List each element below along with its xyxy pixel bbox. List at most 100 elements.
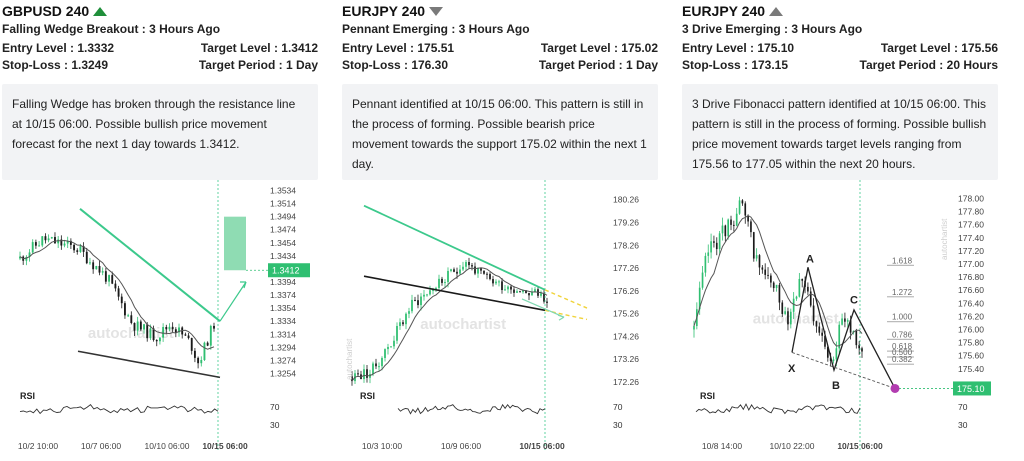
candle-body <box>381 357 383 367</box>
y-tick-label: 176.60 <box>958 285 984 295</box>
candle-body <box>741 200 744 204</box>
card-title-row: EURJPY 240 <box>342 2 444 20</box>
fib-level-label: 0.382 <box>892 355 913 364</box>
candle-body <box>792 298 795 312</box>
candle-body <box>213 325 215 329</box>
candle-body <box>133 322 136 331</box>
pattern-card-eurjpy-3drive[interactable]: EURJPY 240 3 Drive Emerging : 3 Hours Ag… <box>682 0 1000 461</box>
entry-price-label: 175.10 <box>957 384 985 394</box>
pattern-subtitle: Falling Wedge Breakout : 3 Hours Ago <box>2 22 221 36</box>
candle-body <box>778 284 781 303</box>
x-tick-label: 10/2 10:00 <box>18 441 58 451</box>
fib-level-label: 1.272 <box>892 288 913 297</box>
candle-body <box>193 350 196 358</box>
pattern-point-c: C <box>850 294 858 306</box>
candle-body <box>522 290 524 293</box>
candle-body <box>807 286 809 292</box>
y-tick-label: 175.40 <box>958 364 984 374</box>
candle-body <box>165 327 168 330</box>
candle-body <box>724 225 727 237</box>
candle-body <box>501 281 503 291</box>
candle-body <box>838 324 841 349</box>
pattern-description: 3 Drive Fibonacci pattern identified at … <box>682 84 998 180</box>
projection-arrowhead <box>240 281 247 289</box>
candle-body <box>155 340 158 342</box>
y-tick-label: 175.80 <box>958 338 984 348</box>
pattern-card-gbpusd[interactable]: GBPUSD 240 Falling Wedge Breakout : 3 Ho… <box>2 0 320 461</box>
candle-body <box>143 324 145 330</box>
candle-body <box>513 289 515 293</box>
candle-body <box>815 321 818 327</box>
candle-body <box>98 266 101 273</box>
candle-body <box>117 288 120 297</box>
candle-body <box>171 326 174 330</box>
y-tick-label: 1.3394 <box>270 277 296 287</box>
candle-body <box>767 274 769 276</box>
candle-body <box>435 287 437 290</box>
candle-body <box>111 275 114 284</box>
candle-body <box>438 278 440 288</box>
candle-body <box>735 213 738 226</box>
candle-body <box>858 345 860 349</box>
candle-body <box>378 366 380 368</box>
y-tick-label: 176.40 <box>958 298 984 308</box>
y-tick-label: 1.3514 <box>270 199 296 209</box>
candle-body <box>178 327 180 333</box>
vertical-watermark: autochartist <box>345 338 354 380</box>
y-tick-label: 177.26 <box>613 263 639 273</box>
fib-level-label: 1.000 <box>892 313 913 322</box>
candle-body <box>363 369 365 380</box>
candle-body <box>372 363 374 375</box>
candle-body <box>781 302 784 314</box>
candle-body <box>489 274 491 280</box>
candle-body <box>149 328 152 339</box>
candle-body <box>387 346 389 350</box>
candle-body <box>162 327 165 338</box>
candle-body <box>492 279 494 284</box>
rsi-label: RSI <box>700 391 715 401</box>
candle-body <box>710 241 712 253</box>
rsi-tick-label: 70 <box>270 402 280 412</box>
eurjpy-pennant-chart[interactable]: autochartist 180.26 179.26 178.26 177.26 176.… <box>342 180 660 461</box>
candle-body <box>519 291 521 293</box>
candle-body <box>399 322 401 327</box>
candle-body <box>447 270 449 283</box>
x-tick-label: 10/3 10:00 <box>362 441 402 451</box>
vertical-watermark: autochartist <box>940 218 949 260</box>
candle-body <box>73 244 76 251</box>
gbpusd-chart[interactable]: autochartist 1.3534 1.3514 1.3494 1.3474 1.34… <box>2 180 320 461</box>
candle-body <box>402 322 404 325</box>
pennant-upper-line <box>363 204 546 291</box>
eurjpy-3drive-chart[interactable]: autochartist 178.00 177.80 177.60 177.40 177.… <box>682 180 1000 461</box>
y-tick-label: 1.3294 <box>270 342 296 352</box>
y-tick-label: 180.26 <box>613 195 639 205</box>
candle-body <box>184 334 187 336</box>
candle-body <box>108 275 110 282</box>
candle-body <box>408 311 410 314</box>
candle-body <box>824 335 826 347</box>
candle-body <box>516 291 518 293</box>
candle-body <box>120 296 123 304</box>
candle-body <box>835 348 838 360</box>
pattern-card-eurjpy-pennant[interactable]: EURJPY 240 Pennant Emerging : 3 Hours Ag… <box>342 0 660 461</box>
candle-body <box>798 278 801 297</box>
candle-body <box>764 269 767 275</box>
candle-body <box>504 289 506 291</box>
candle-body <box>465 262 467 267</box>
candle-body <box>498 281 500 283</box>
candle-body <box>758 255 761 268</box>
y-tick-label: 1.3354 <box>270 303 296 313</box>
candle-body <box>95 266 98 270</box>
candle-body <box>846 320 849 322</box>
pattern-subtitle: Pennant Emerging : 3 Hours Ago <box>342 22 530 36</box>
candle-body <box>528 293 530 296</box>
y-tick-label: 175.26 <box>613 309 639 319</box>
candle-body <box>849 320 852 333</box>
candle-body <box>844 318 846 322</box>
bearish-arrow-icon <box>429 7 444 16</box>
candle-body <box>366 369 368 378</box>
candle-body <box>50 237 53 239</box>
x-tick-label: 10/9 06:00 <box>441 441 481 451</box>
candle-body <box>812 305 815 322</box>
candle-body <box>60 239 63 246</box>
